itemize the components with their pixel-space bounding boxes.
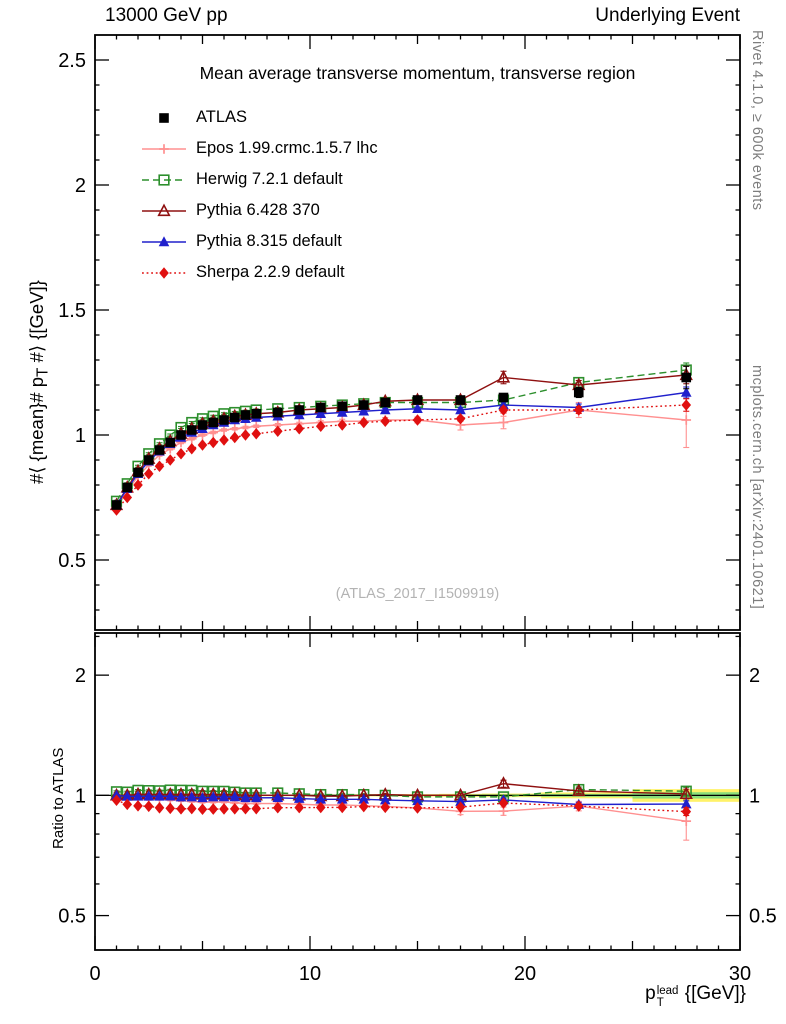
herwig-marker-icon [142, 173, 186, 186]
event-class-label: Underlying Event [595, 5, 740, 26]
legend-label: Sherpa 2.2.9 default [196, 263, 345, 281]
svg-text:0.5: 0.5 [749, 906, 777, 928]
y-axis-label: #⟨ {mean}# pT #⟩ {[GeV]} [26, 280, 53, 484]
axes-and-frames: 0.511.522.50.5 0.51 12 20 10 20 30 [58, 34, 777, 985]
legend-label: Epos 1.99.crmc.1.5.7 lhc [196, 139, 378, 157]
svg-text:1: 1 [749, 785, 760, 807]
svg-text:1.5: 1.5 [58, 300, 86, 322]
legend-item-atlas: ATLAS [141, 102, 378, 133]
svg-text:20: 20 [514, 963, 536, 985]
analysis-id-watermark: (ATLAS_2017_I1509919) [335, 586, 500, 602]
y-axis-label-sub: T [34, 367, 52, 377]
y-axis-label-text: #⟨ {mean}# p [26, 377, 47, 484]
legend-label: Herwig 7.2.1 default [196, 170, 343, 188]
svg-text:1: 1 [75, 425, 86, 447]
pythia-marker-icon [142, 202, 186, 216]
legend: ATLAS Epos 1.99.crmc.1.5.7 lhc Herwig 7.2.… [141, 102, 378, 288]
ratio-series [109, 776, 693, 841]
legend-item-epos: Epos 1.99.crmc.1.5.7 lhc [141, 133, 378, 164]
svg-text:0.5: 0.5 [58, 906, 86, 928]
svg-text:0: 0 [89, 963, 100, 985]
beam-energy-label: 13000 GeV pp [105, 5, 228, 26]
svg-text:2.5: 2.5 [58, 50, 86, 72]
svg-text:10: 10 [299, 963, 321, 985]
mcplots-reference-label: mcplots.cern.ch [arXiv:2401.10621] [749, 365, 765, 610]
x-axis-label-sub: T [656, 997, 664, 1009]
svg-text:2: 2 [749, 665, 760, 687]
plot-title: Mean average transverse momentum, transv… [199, 63, 636, 83]
svg-text:0.5: 0.5 [58, 550, 86, 572]
x-axis-label-base: p [645, 983, 656, 1004]
legend-label: Pythia 6.428 370 [196, 201, 320, 219]
sherpa-marker-icon [142, 266, 186, 279]
svg-text:2: 2 [75, 665, 86, 687]
epos-marker-icon [142, 143, 186, 154]
atlas-marker-icon [159, 112, 169, 123]
x-axis-label: p lead T {[GeV]} [645, 983, 746, 1009]
legend-item-pythia: Pythia 8.315 default [141, 226, 378, 257]
svg-text:2: 2 [75, 175, 86, 197]
legend-label: ATLAS [196, 108, 248, 126]
legend-label: Pythia 8.315 default [196, 232, 342, 250]
pythia-marker-icon [142, 235, 186, 246]
legend-item-pythia: Pythia 6.428 370 [141, 195, 378, 226]
main-series [109, 362, 693, 516]
x-axis-label-units: {[GeV]} [679, 983, 746, 1004]
y-axis-label-suffix: #⟩ {[GeV]} [26, 280, 47, 368]
legend-item-herwig: Herwig 7.2.1 default [141, 164, 378, 195]
svg-text:30: 30 [729, 963, 751, 985]
rivet-version-label: Rivet 4.1.0, ≥ 600k events [749, 30, 765, 211]
svg-text:1: 1 [75, 785, 86, 807]
legend-item-sherpa: Sherpa 2.2.9 default [141, 257, 378, 288]
ratio-axis-label: Ratio to ATLAS [50, 747, 67, 849]
x-axis-label-sup: lead [656, 984, 679, 997]
x-axis-label-subsup: lead T [657, 985, 679, 1009]
